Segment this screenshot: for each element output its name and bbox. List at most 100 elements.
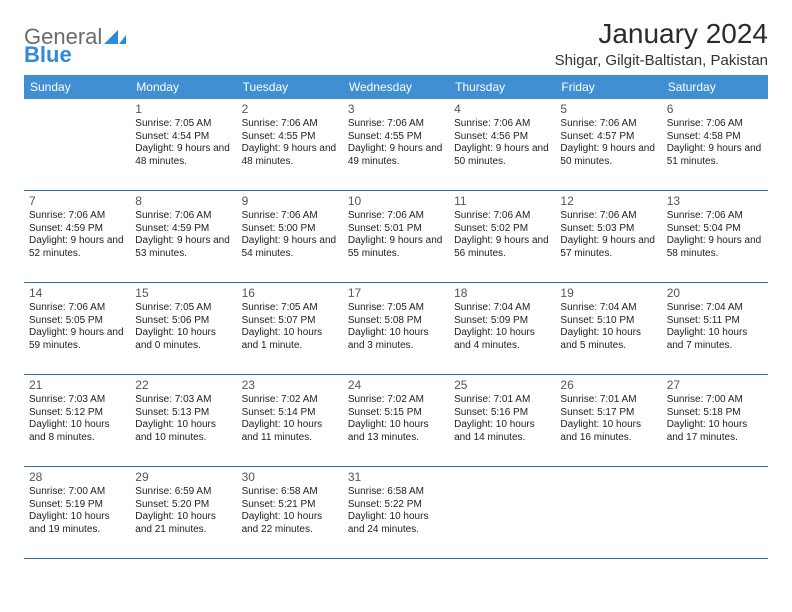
day-cell: 2Sunrise: 7:06 AMSunset: 4:55 PMDaylight… xyxy=(237,99,343,191)
day-cell: 6Sunrise: 7:06 AMSunset: 4:58 PMDaylight… xyxy=(662,99,768,191)
daylight-line: Daylight: 10 hours and 7 minutes. xyxy=(667,327,763,352)
day-number: 15 xyxy=(135,286,231,301)
sunset-line: Sunset: 4:55 PM xyxy=(348,131,444,144)
day-details: Sunrise: 7:04 AMSunset: 5:09 PMDaylight:… xyxy=(454,302,550,352)
day-cell: 10Sunrise: 7:06 AMSunset: 5:01 PMDayligh… xyxy=(343,191,449,283)
sunrise-line: Sunrise: 7:06 AM xyxy=(454,118,550,131)
table-row: 28Sunrise: 7:00 AMSunset: 5:19 PMDayligh… xyxy=(24,467,768,559)
sunset-line: Sunset: 5:16 PM xyxy=(454,407,550,420)
sunset-line: Sunset: 5:09 PM xyxy=(454,315,550,328)
sunrise-line: Sunrise: 7:05 AM xyxy=(242,302,338,315)
sunrise-line: Sunrise: 7:01 AM xyxy=(560,394,656,407)
day-details: Sunrise: 6:59 AMSunset: 5:20 PMDaylight:… xyxy=(135,486,231,536)
day-cell: 15Sunrise: 7:05 AMSunset: 5:06 PMDayligh… xyxy=(130,283,236,375)
sunset-line: Sunset: 5:06 PM xyxy=(135,315,231,328)
day-cell: 19Sunrise: 7:04 AMSunset: 5:10 PMDayligh… xyxy=(555,283,661,375)
weekday-header: Tuesday xyxy=(237,75,343,99)
sunrise-line: Sunrise: 7:06 AM xyxy=(348,118,444,131)
daylight-line: Daylight: 10 hours and 14 minutes. xyxy=(454,419,550,444)
sunrise-line: Sunrise: 7:06 AM xyxy=(560,210,656,223)
daylight-line: Daylight: 9 hours and 50 minutes. xyxy=(454,143,550,168)
day-cell: 31Sunrise: 6:58 AMSunset: 5:22 PMDayligh… xyxy=(343,467,449,559)
day-details: Sunrise: 7:00 AMSunset: 5:19 PMDaylight:… xyxy=(29,486,125,536)
sunrise-line: Sunrise: 7:06 AM xyxy=(135,210,231,223)
day-cell: 22Sunrise: 7:03 AMSunset: 5:13 PMDayligh… xyxy=(130,375,236,467)
daylight-line: Daylight: 10 hours and 16 minutes. xyxy=(560,419,656,444)
day-details: Sunrise: 6:58 AMSunset: 5:22 PMDaylight:… xyxy=(348,486,444,536)
daylight-line: Daylight: 10 hours and 19 minutes. xyxy=(29,511,125,536)
day-number: 2 xyxy=(242,102,338,117)
weekday-header: Sunday xyxy=(24,75,130,99)
day-details: Sunrise: 7:06 AMSunset: 5:04 PMDaylight:… xyxy=(667,210,763,260)
day-cell: 5Sunrise: 7:06 AMSunset: 4:57 PMDaylight… xyxy=(555,99,661,191)
daylight-line: Daylight: 10 hours and 8 minutes. xyxy=(29,419,125,444)
day-number: 1 xyxy=(135,102,231,117)
sunset-line: Sunset: 5:14 PM xyxy=(242,407,338,420)
day-cell: 29Sunrise: 6:59 AMSunset: 5:20 PMDayligh… xyxy=(130,467,236,559)
sunset-line: Sunset: 5:00 PM xyxy=(242,223,338,236)
title-block: January 2024 Shigar, Gilgit-Baltistan, P… xyxy=(555,18,768,69)
day-number: 20 xyxy=(667,286,763,301)
day-cell: 9Sunrise: 7:06 AMSunset: 5:00 PMDaylight… xyxy=(237,191,343,283)
day-number: 17 xyxy=(348,286,444,301)
day-details: Sunrise: 7:05 AMSunset: 5:07 PMDaylight:… xyxy=(242,302,338,352)
sunrise-line: Sunrise: 7:04 AM xyxy=(560,302,656,315)
sunset-line: Sunset: 5:19 PM xyxy=(29,499,125,512)
sunrise-line: Sunrise: 7:06 AM xyxy=(667,210,763,223)
sunrise-line: Sunrise: 7:06 AM xyxy=(29,302,125,315)
day-details: Sunrise: 7:06 AMSunset: 4:55 PMDaylight:… xyxy=(242,118,338,168)
day-number: 4 xyxy=(454,102,550,117)
day-number: 11 xyxy=(454,194,550,209)
sunset-line: Sunset: 5:12 PM xyxy=(29,407,125,420)
day-cell: 11Sunrise: 7:06 AMSunset: 5:02 PMDayligh… xyxy=(449,191,555,283)
sunset-line: Sunset: 4:54 PM xyxy=(135,131,231,144)
day-number: 27 xyxy=(667,378,763,393)
day-cell xyxy=(555,467,661,559)
day-details: Sunrise: 7:06 AMSunset: 4:57 PMDaylight:… xyxy=(560,118,656,168)
day-cell: 8Sunrise: 7:06 AMSunset: 4:59 PMDaylight… xyxy=(130,191,236,283)
day-details: Sunrise: 7:06 AMSunset: 4:55 PMDaylight:… xyxy=(348,118,444,168)
weekday-header-row: Sunday Monday Tuesday Wednesday Thursday… xyxy=(24,75,768,99)
daylight-line: Daylight: 10 hours and 24 minutes. xyxy=(348,511,444,536)
day-details: Sunrise: 7:01 AMSunset: 5:16 PMDaylight:… xyxy=(454,394,550,444)
day-cell: 14Sunrise: 7:06 AMSunset: 5:05 PMDayligh… xyxy=(24,283,130,375)
daylight-line: Daylight: 10 hours and 3 minutes. xyxy=(348,327,444,352)
sunset-line: Sunset: 5:10 PM xyxy=(560,315,656,328)
daylight-line: Daylight: 10 hours and 10 minutes. xyxy=(135,419,231,444)
day-details: Sunrise: 7:06 AMSunset: 4:59 PMDaylight:… xyxy=(29,210,125,260)
day-cell: 25Sunrise: 7:01 AMSunset: 5:16 PMDayligh… xyxy=(449,375,555,467)
day-number: 28 xyxy=(29,470,125,485)
daylight-line: Daylight: 10 hours and 11 minutes. xyxy=(242,419,338,444)
sunset-line: Sunset: 5:17 PM xyxy=(560,407,656,420)
day-details: Sunrise: 7:06 AMSunset: 5:02 PMDaylight:… xyxy=(454,210,550,260)
day-cell: 17Sunrise: 7:05 AMSunset: 5:08 PMDayligh… xyxy=(343,283,449,375)
daylight-line: Daylight: 10 hours and 21 minutes. xyxy=(135,511,231,536)
day-details: Sunrise: 7:05 AMSunset: 4:54 PMDaylight:… xyxy=(135,118,231,168)
day-cell xyxy=(449,467,555,559)
sunrise-line: Sunrise: 7:05 AM xyxy=(348,302,444,315)
sunrise-line: Sunrise: 6:58 AM xyxy=(242,486,338,499)
day-number: 23 xyxy=(242,378,338,393)
daylight-line: Daylight: 10 hours and 5 minutes. xyxy=(560,327,656,352)
day-number: 24 xyxy=(348,378,444,393)
day-cell: 18Sunrise: 7:04 AMSunset: 5:09 PMDayligh… xyxy=(449,283,555,375)
day-details: Sunrise: 7:02 AMSunset: 5:14 PMDaylight:… xyxy=(242,394,338,444)
sunset-line: Sunset: 5:22 PM xyxy=(348,499,444,512)
sunset-line: Sunset: 4:58 PM xyxy=(667,131,763,144)
weekday-header: Friday xyxy=(555,75,661,99)
day-number: 21 xyxy=(29,378,125,393)
sunset-line: Sunset: 5:20 PM xyxy=(135,499,231,512)
sunset-line: Sunset: 5:08 PM xyxy=(348,315,444,328)
daylight-line: Daylight: 9 hours and 49 minutes. xyxy=(348,143,444,168)
sunset-line: Sunset: 5:04 PM xyxy=(667,223,763,236)
calendar-table: Sunday Monday Tuesday Wednesday Thursday… xyxy=(24,75,768,559)
day-number: 7 xyxy=(29,194,125,209)
sunrise-line: Sunrise: 7:06 AM xyxy=(29,210,125,223)
sunset-line: Sunset: 4:55 PM xyxy=(242,131,338,144)
daylight-line: Daylight: 9 hours and 52 minutes. xyxy=(29,235,125,260)
day-details: Sunrise: 7:05 AMSunset: 5:06 PMDaylight:… xyxy=(135,302,231,352)
sunrise-line: Sunrise: 7:06 AM xyxy=(348,210,444,223)
day-cell: 30Sunrise: 6:58 AMSunset: 5:21 PMDayligh… xyxy=(237,467,343,559)
sunrise-line: Sunrise: 7:05 AM xyxy=(135,118,231,131)
day-number: 8 xyxy=(135,194,231,209)
